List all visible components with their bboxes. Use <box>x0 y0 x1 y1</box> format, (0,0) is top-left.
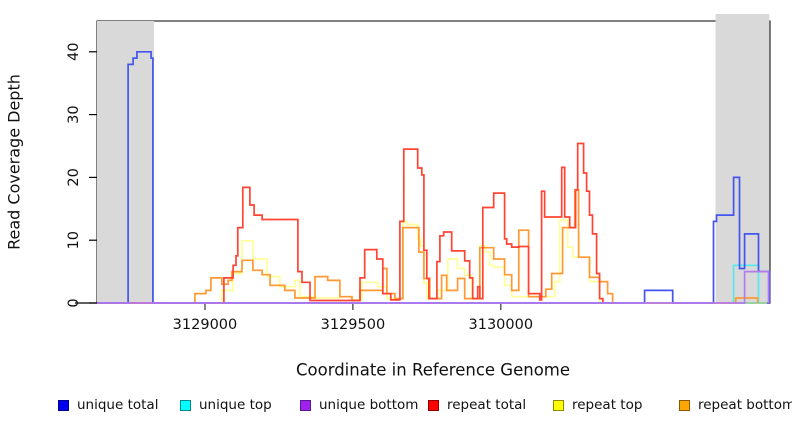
unique-total-swatch-icon <box>58 399 69 411</box>
svg-text:3129000: 3129000 <box>173 317 238 333</box>
right-unique-flank <box>715 14 770 303</box>
svg-text:30: 30 <box>66 105 82 123</box>
plot-area: 3129000 3129500 3130000 0 10 20 30 40 <box>66 14 771 333</box>
left-unique-flank <box>97 21 155 303</box>
x-axis-title: Coordinate in Reference Genome <box>295 360 571 380</box>
repeat-total-swatch-icon <box>428 399 439 411</box>
series-repeat-total <box>97 142 604 304</box>
svg-text:20: 20 <box>66 168 82 186</box>
legend-item-repeat-top: repeat top <box>553 396 642 414</box>
legend-item-repeat-total: repeat total <box>428 396 526 414</box>
legend: unique total unique top unique bottom re… <box>0 396 792 418</box>
svg-text:3129500: 3129500 <box>321 317 386 333</box>
repeat-top-swatch-icon <box>553 399 564 411</box>
series-unique-bottom <box>97 270 770 304</box>
unique-top-swatch-icon <box>180 399 191 411</box>
legend-item-unique-total: unique total <box>58 396 158 414</box>
legend-item-unique-top: unique top <box>180 396 272 414</box>
legend-label: unique bottom <box>319 397 419 413</box>
legend-label: repeat top <box>572 397 643 413</box>
legend-item-repeat-bottom: repeat bottom <box>679 396 792 414</box>
legend-label: unique total <box>77 397 159 413</box>
y-axis-title: Read Coverage Depth <box>4 74 24 250</box>
series-unique-top <box>97 264 760 304</box>
series-unique-total <box>97 50 771 304</box>
legend-item-unique-bottom: unique bottom <box>300 396 418 414</box>
repeat-bottom-swatch-icon <box>679 399 690 411</box>
legend-label: unique top <box>199 397 272 413</box>
svg-text:10: 10 <box>66 231 82 249</box>
series-repeat-top <box>97 219 601 304</box>
legend-label: repeat total <box>447 397 527 413</box>
svg-text:0: 0 <box>66 298 82 307</box>
svg-text:40: 40 <box>66 43 82 61</box>
unique-bottom-swatch-icon <box>300 399 311 411</box>
svg-text:3130000: 3130000 <box>469 317 534 333</box>
legend-label: repeat bottom <box>698 397 792 413</box>
